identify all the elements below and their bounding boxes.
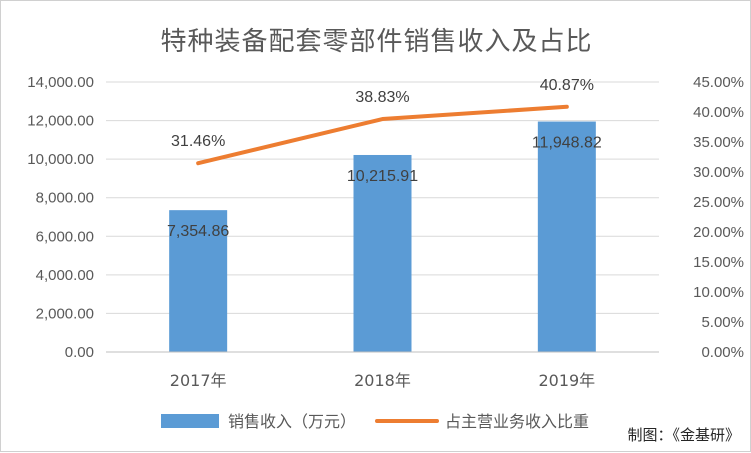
- y-left-tick-label: 2,000.00: [36, 305, 94, 322]
- y-right-tick-label: 0.00%: [701, 344, 744, 361]
- legend-label-bar: 销售收入（万元）: [228, 412, 356, 431]
- y-left-tick-label: 8,000.00: [36, 190, 94, 207]
- y-right-tick-label: 5.00%: [701, 314, 744, 331]
- line-series: [196, 104, 569, 166]
- bar-data-label: 7,354.86: [167, 223, 229, 240]
- x-tick-label: 2018年: [354, 371, 411, 390]
- line-data-label: 40.87%: [540, 77, 594, 94]
- y-right-tick-label: 45.00%: [693, 74, 744, 91]
- y-right-tick-label: 30.00%: [693, 164, 744, 181]
- y-left-tick-label: 6,000.00: [36, 228, 94, 245]
- x-tick-label: 2017年: [170, 371, 227, 390]
- bar-data-label: 11,948.82: [532, 135, 602, 152]
- y-left-tick-label: 4,000.00: [36, 267, 94, 284]
- y-right-tick-label: 35.00%: [693, 134, 744, 151]
- bar-data-label: 10,215.91: [347, 168, 418, 185]
- credit-text: 制图：《金基研》: [627, 426, 740, 444]
- y-left-tick-label: 12,000.00: [27, 113, 94, 130]
- bar: [537, 121, 596, 352]
- legend-label-line: 占主营业务收入比重: [445, 412, 589, 431]
- y-right-tick-label: 40.00%: [693, 104, 744, 121]
- bar: [353, 154, 412, 352]
- legend-swatch-bar: [161, 414, 219, 428]
- y-right-tick-label: 20.00%: [693, 224, 744, 241]
- line-data-label: 38.83%: [355, 89, 409, 106]
- bar: [169, 210, 228, 352]
- y-left-tick-label: 14,000.00: [27, 74, 94, 91]
- y-left-tick-label: 0.00: [65, 344, 94, 361]
- y-left-tick-label: 10,000.00: [27, 151, 94, 168]
- y-right-tick-label: 25.00%: [693, 194, 744, 211]
- y-right-tick-label: 15.00%: [693, 254, 744, 271]
- chart-title: 特种装备配套零部件销售收入及占比: [160, 27, 593, 57]
- x-tick-label: 2019年: [538, 371, 595, 390]
- y-right-tick-label: 10.00%: [693, 284, 744, 301]
- line-data-label: 31.46%: [171, 133, 225, 150]
